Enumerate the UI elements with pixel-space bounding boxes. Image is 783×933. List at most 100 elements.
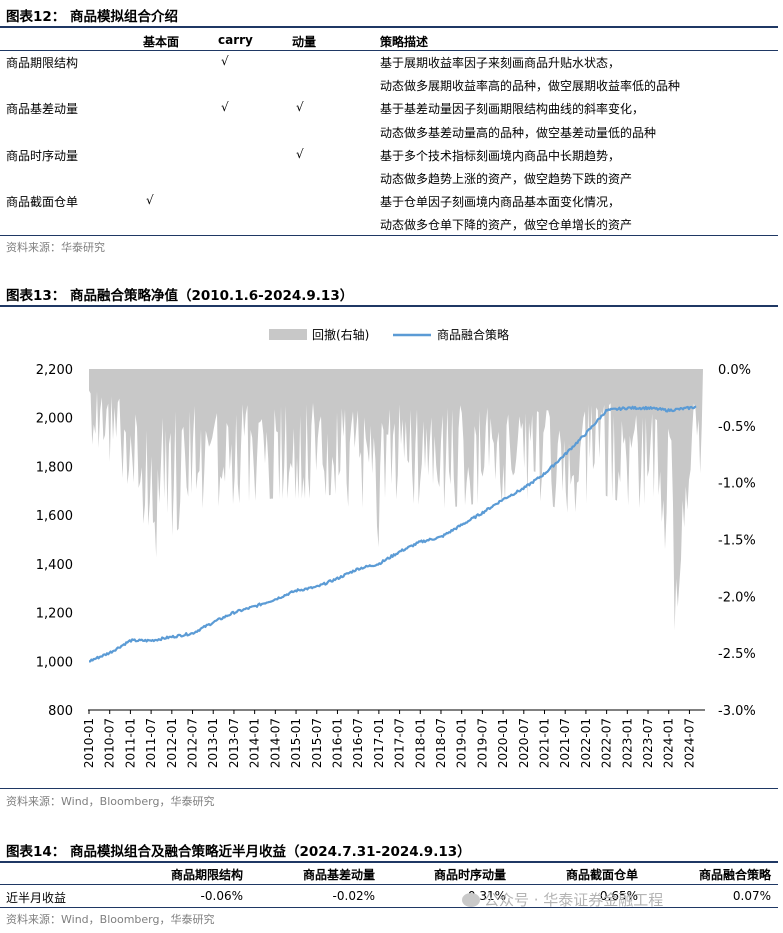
fig12-title: 图表12： 商品模拟组合介绍	[6, 9, 178, 25]
fig14-header-rule	[0, 884, 778, 885]
y-left-tick-label: 1,600	[36, 509, 73, 524]
fig13-bottom-rule	[0, 788, 778, 789]
x-tick-label: 2019-01	[455, 718, 469, 768]
x-tick-label: 2017-01	[372, 718, 386, 768]
fig12-row-fundamental-check: √	[146, 193, 154, 207]
legend-drawdown-label: 回撤(右轴)	[312, 327, 369, 342]
y-right-tick-label: -2.5%	[718, 647, 756, 662]
fig14-title: 图表14： 商品模拟组合及融合策略近半月收益（2024.7.31-2024.9.…	[6, 844, 471, 860]
fig14-row-label: 近半月收益	[6, 891, 67, 905]
fig14-value: 0.65%	[599, 889, 638, 903]
y-left-tick-label: 1,200	[36, 607, 73, 622]
x-tick-label: 2012-01	[165, 718, 179, 768]
nav-line	[89, 405, 697, 663]
x-tick-label: 2024-01	[662, 718, 676, 768]
y-right-tick-label: -1.0%	[718, 477, 756, 492]
x-tick-label: 2018-01	[413, 718, 427, 768]
fig12-row-name: 商品基差动量	[6, 102, 79, 116]
x-tick-label: 2021-01	[538, 718, 552, 768]
x-tick-label: 2014-07	[268, 718, 282, 768]
x-tick-label: 2012-07	[186, 718, 200, 768]
fig12-source: 资料来源：华泰研究	[6, 241, 105, 254]
watermark: 公众号 · 华泰证券金融工程	[462, 889, 663, 910]
fig12-header-carry: carry	[218, 33, 253, 47]
fig12-row-name: 商品时序动量	[6, 149, 79, 163]
x-tick-label: 2011-01	[123, 718, 137, 768]
x-tick-label: 2021-07	[558, 718, 572, 768]
y-left-tick-label: 2,200	[36, 363, 73, 378]
fig14-source: 资料来源：Wind，Bloomberg，华泰研究	[6, 913, 215, 926]
y-left-tick-label: 2,000	[36, 412, 73, 427]
x-tick-label: 2022-07	[600, 718, 614, 768]
x-tick-label: 2010-07	[103, 718, 117, 768]
fig12-row-desc-line1: 基于多个技术指标刻画境内商品中长期趋势，	[380, 149, 621, 163]
x-tick-label: 2022-01	[579, 718, 593, 768]
legend-drawdown-swatch	[269, 329, 307, 340]
fig12-row-desc-line2: 动态做多仓单下降的资产，做空仓单增长的资产	[380, 218, 633, 232]
x-tick-label: 2023-01	[620, 718, 634, 768]
drawdown-area	[89, 369, 703, 631]
fig12-row-momentum-check: √	[296, 147, 304, 161]
watermark-text: 公众号 · 华泰证券金融工程	[484, 891, 664, 909]
fig12-header-momentum: 动量	[292, 35, 317, 49]
y-left-tick-label: 1,400	[36, 558, 73, 573]
chart-axes: 800 1,000 1,200 1,400 1,600 1,800 2,000 2,200 0.…	[36, 363, 756, 768]
x-tick-label: 2013-07	[227, 718, 241, 768]
x-tick-label: 2016-07	[351, 718, 365, 768]
drawdown-area-layer	[89, 369, 703, 631]
x-tick-label: 2020-07	[517, 718, 531, 768]
fig12-row-desc-line2: 动态做多展期收益率高的品种，做空展期收益率低的品种	[380, 79, 681, 93]
fig12-top-rule	[0, 26, 778, 28]
fig12-row-desc-line2: 动态做多趋势上涨的资产，做空趋势下跌的资产	[380, 172, 633, 186]
fig14-value: 0.07%	[732, 889, 771, 903]
x-tick-label: 2016-01	[330, 718, 344, 768]
fig14-header: 商品截面仓单	[565, 868, 638, 882]
fig14-value: -0.06%	[200, 889, 243, 903]
fig12-row-name: 商品期限结构	[6, 56, 79, 70]
wechat-icon	[462, 893, 480, 907]
y-left-tick-label: 1,800	[36, 460, 73, 475]
fig12-row-carry-check: √	[221, 54, 229, 68]
x-tick-label: 2015-07	[310, 718, 324, 768]
fig12-row-desc-line1: 基于仓单因子刻画境内商品基本面变化情况，	[380, 195, 621, 209]
fig12-row-desc-line1: 基于基差动量因子刻画期限结构曲线的斜率变化，	[380, 102, 645, 116]
legend-line-label: 商品融合策略	[437, 327, 509, 342]
fig12-row-desc-line2: 动态做多基差动量高的品种，做空基差动量低的品种	[380, 126, 657, 140]
y-right-tick-label: -3.0%	[718, 704, 756, 719]
y-right-tick-label: -1.5%	[718, 534, 756, 549]
fig12-header-description: 策略描述	[380, 35, 429, 49]
y-right-tick-label: -0.5%	[718, 420, 756, 435]
x-tick-label: 2015-01	[289, 718, 303, 768]
fig14-header: 商品基差动量	[302, 868, 375, 882]
fig12-row-carry-check: √	[221, 100, 229, 114]
fig14-value: -0.02%	[332, 889, 375, 903]
fig13-top-rule	[0, 305, 778, 307]
x-tick-label: 2011-07	[144, 718, 158, 768]
x-tick-label: 2020-01	[496, 718, 510, 768]
fig12-row-momentum-check: √	[296, 100, 304, 114]
fig12-header-rule	[0, 50, 778, 51]
x-tick-label: 2018-07	[434, 718, 448, 768]
fig14-header: 商品时序动量	[433, 868, 506, 882]
fig14-bottom-rule	[0, 907, 778, 908]
nav-line-layer	[89, 405, 697, 663]
y-left-tick-label: 1,000	[36, 655, 73, 670]
x-tick-label: 2017-07	[393, 718, 407, 768]
x-tick-label: 2013-01	[206, 718, 220, 768]
x-tick-label: 2024-07	[682, 718, 696, 768]
x-tick-label: 2023-07	[641, 718, 655, 768]
fig12-row-name: 商品截面仓单	[6, 195, 79, 209]
x-tick-label: 2010-01	[82, 718, 96, 768]
chart-legend: 回撤(右轴) 商品融合策略	[269, 327, 509, 342]
y-right-tick-label: -2.0%	[718, 590, 756, 605]
fig14-header: 商品期限结构	[170, 868, 243, 882]
fig13-title: 图表13： 商品融合策略净值（2010.1.6-2024.9.13）	[6, 288, 354, 304]
fig12-bottom-rule	[0, 235, 778, 236]
nav-chart: 800 1,000 1,200 1,400 1,600 1,800 2,000 2,200 0.…	[36, 327, 756, 768]
fig12-row-desc-line1: 基于展期收益率因子来刻画商品升贴水状态，	[380, 56, 621, 70]
y-right-tick-label: 0.0%	[718, 363, 751, 378]
x-tick-label: 2014-01	[248, 718, 262, 768]
x-tick-label: 2019-07	[475, 718, 489, 768]
fig14-top-rule	[0, 861, 778, 863]
fig12-header-fundamental: 基本面	[143, 35, 180, 49]
